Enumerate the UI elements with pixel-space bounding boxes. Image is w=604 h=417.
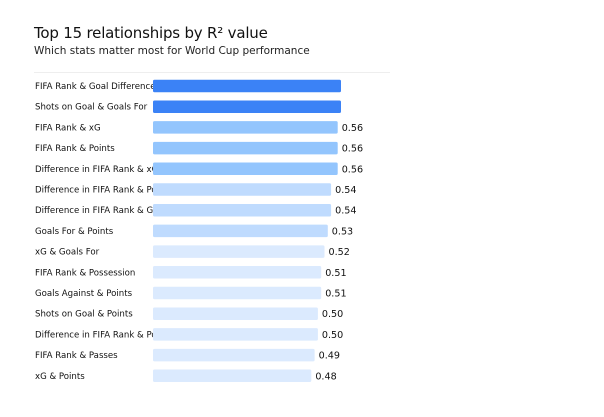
category-label: Difference in FIFA Rank & Points [35,330,173,340]
bar [153,79,341,93]
bar [153,141,338,155]
category-label: FIFA Rank & xG [35,123,101,133]
category-label: Difference in FIFA Rank & Possession [35,186,193,196]
bar [153,266,322,279]
value-label: 0.53 [332,226,353,237]
value-label: 0.48 [315,371,336,382]
category-label: Shots on Goal & Goals For [35,103,148,113]
bar [153,203,332,217]
bar [153,369,312,383]
bar [153,100,341,113]
category-label: Difference in FIFA Rank & xG [35,165,158,175]
value-label: 0.50 [322,309,343,320]
category-label: FIFA Rank & Passes [35,351,118,361]
value-label: 0.56 [342,164,363,175]
category-label: xG & Goals For [35,248,100,258]
value-label: 0.54 [335,185,356,196]
bar [153,307,318,320]
value-label: 0.50 [322,330,343,341]
category-label: FIFA Rank & Possession [35,268,135,278]
bar [153,328,318,341]
category-label: Goals Against & Points [35,289,133,299]
category-label: Difference in FIFA Rank & Goal Diff [35,206,185,216]
bar [153,224,328,238]
category-label: FIFA Rank & Goal Difference [35,82,155,92]
bar [153,162,338,176]
bar [153,286,322,300]
value-label: 0.49 [319,351,340,362]
bar [153,348,315,362]
value-label: 0.56 [342,144,363,155]
bar [153,183,332,196]
bar [153,245,325,258]
value-label: 0.51 [325,289,346,300]
value-label: 0.52 [329,247,350,258]
value-label: 0.56 [342,123,363,134]
value-label: 0.51 [325,268,346,279]
title-divider [34,72,390,73]
value-label: 0.54 [335,206,356,217]
category-label: Goals For & Points [35,227,114,237]
category-label: xG & Points [35,372,85,382]
chart-subtitle: Which stats matter most for World Cup pe… [34,45,310,57]
chart-title: Top 15 relationships by R² value [34,24,268,42]
category-label: FIFA Rank & Points [35,144,115,154]
category-label: Shots on Goal & Points [35,310,133,320]
bar [153,121,338,134]
